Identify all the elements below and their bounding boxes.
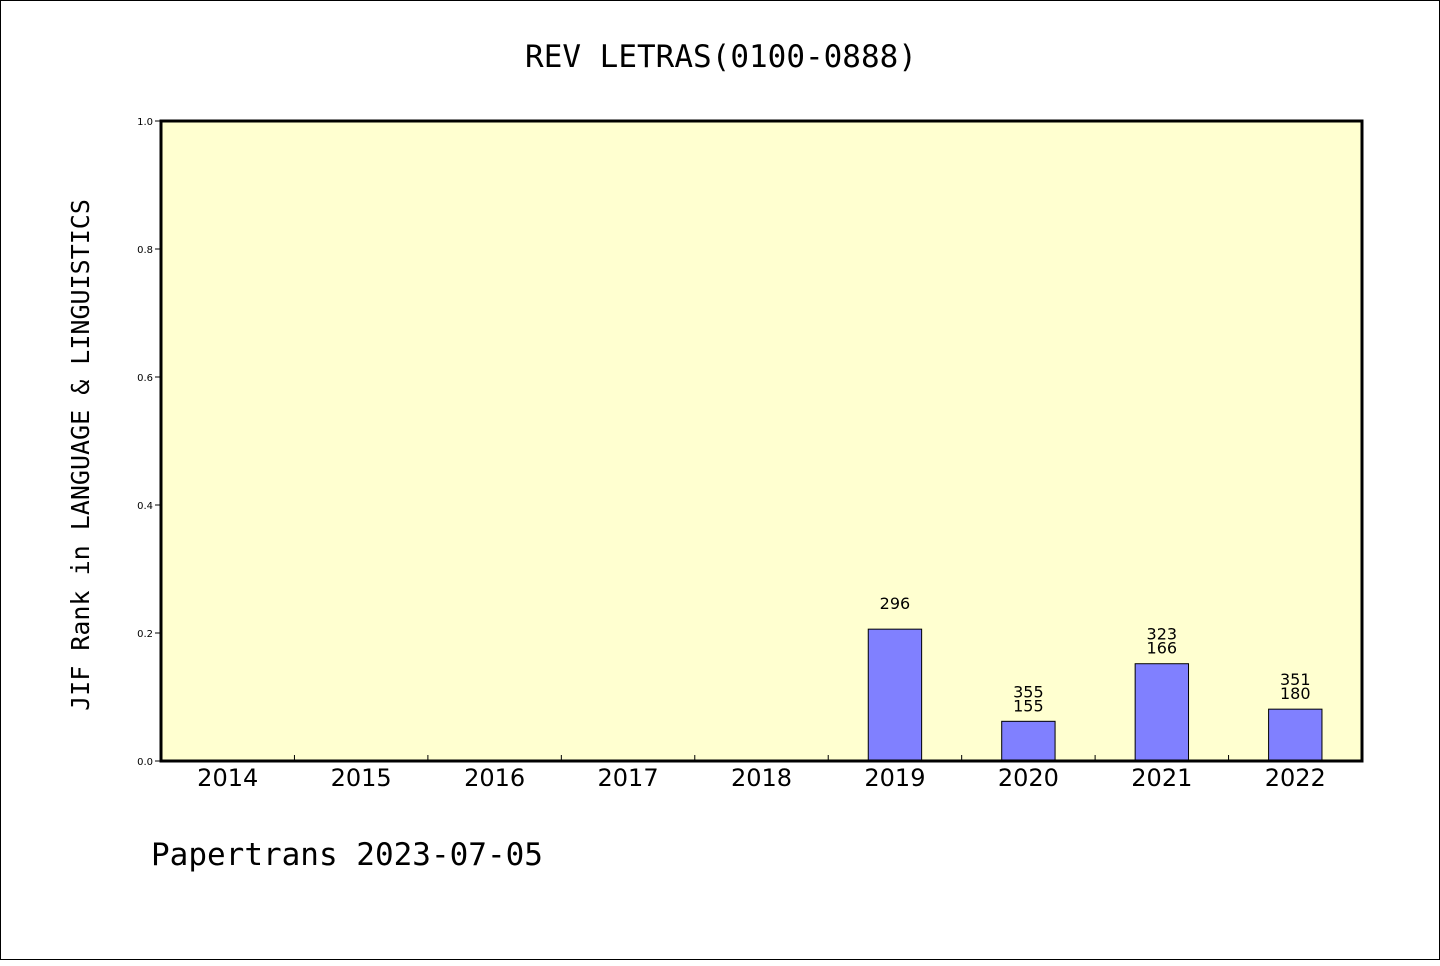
- plot-border: [159, 119, 1364, 763]
- y-tick-label: 0.2: [137, 629, 153, 640]
- bar-label: 355: [1013, 682, 1044, 701]
- x-tick-label: 2018: [731, 764, 792, 792]
- bar-label: 166: [1147, 639, 1178, 658]
- x-tick-label: 2015: [331, 764, 392, 792]
- bar-label: 296: [880, 594, 911, 613]
- y-tick-label: 0.4: [137, 501, 153, 512]
- x-tick-label: 2022: [1265, 764, 1326, 792]
- chart-title: REV LETRAS(0100-0888): [525, 39, 917, 75]
- bar: [1001, 720, 1056, 762]
- y-tick-label: 0.6: [137, 373, 153, 384]
- bar: [867, 628, 923, 762]
- bar: [1134, 663, 1190, 762]
- y-tick-label: 0.0: [137, 757, 153, 768]
- x-axis-ticks: 2014 2015 2016 2017 2018 2019 2020 2021 2022: [197, 755, 1326, 792]
- x-tick-label: 2014: [197, 764, 258, 792]
- bar-label: 155: [1013, 696, 1044, 715]
- y-tick-label: 0.8: [137, 245, 153, 256]
- bar-label: 351: [1280, 670, 1311, 689]
- x-tick-label: 2016: [464, 764, 525, 792]
- bars: [867, 628, 1323, 762]
- bar-label: 323: [1147, 625, 1178, 644]
- footer-credit: Papertrans 2023-07-05: [151, 837, 543, 873]
- y-axis-label: JIF Rank in LANGUAGE & LINGUISTICS: [66, 199, 95, 711]
- plot-area: [159, 119, 1364, 763]
- x-tick-label: 2017: [598, 764, 659, 792]
- x-tick-label: 2020: [998, 764, 1059, 792]
- x-tick-label: 2021: [1131, 764, 1192, 792]
- bar: [1268, 708, 1323, 762]
- y-tick-label: 1.0: [137, 117, 153, 128]
- y-axis-ticks: 0.0 0.2 0.4 0.6 0.8 1.0: [137, 117, 161, 768]
- bar-label: 180: [1280, 684, 1311, 703]
- x-tick-label: 2019: [864, 764, 925, 792]
